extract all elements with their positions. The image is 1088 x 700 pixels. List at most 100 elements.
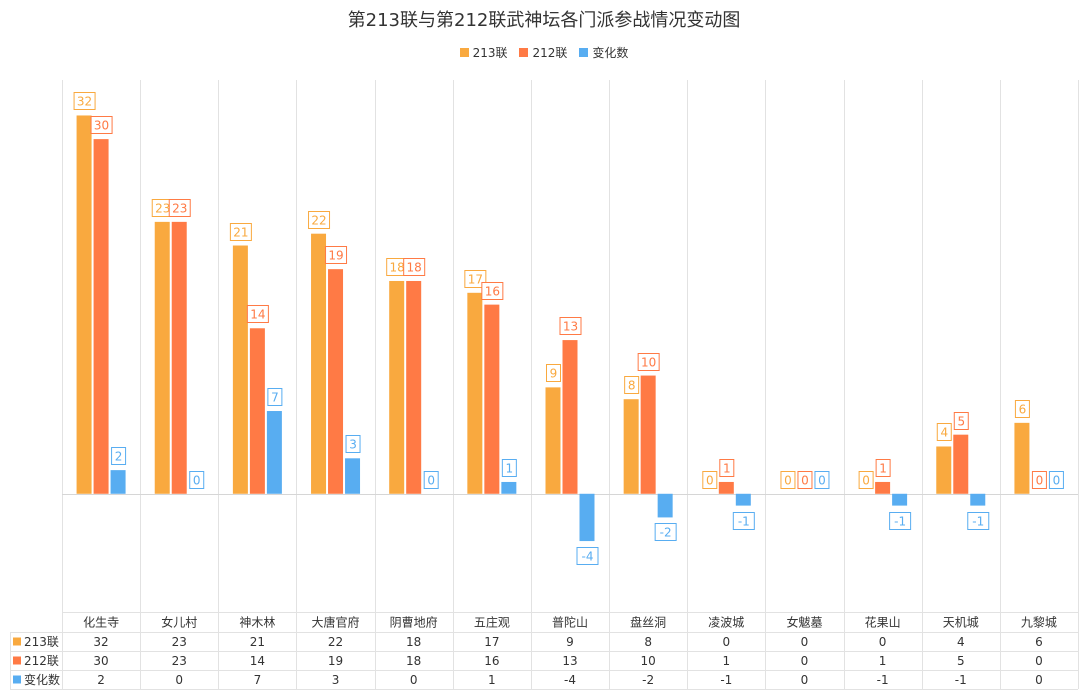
data-label-box — [1031, 471, 1047, 489]
legend-label: 213联 — [472, 46, 508, 60]
bar-s2-c5[interactable] — [501, 481, 517, 494]
data-label-text: 32 — [77, 95, 92, 109]
data-label-box — [889, 512, 912, 530]
data-label-box — [423, 471, 439, 489]
table-cell-s2-c2: 7 — [254, 673, 262, 687]
bar-s2-c8[interactable] — [735, 493, 751, 506]
data-label-box — [229, 223, 252, 241]
data-label-text: 0 — [1036, 474, 1044, 488]
bar-s0-c4[interactable] — [389, 280, 405, 494]
bar-s1-c2[interactable] — [249, 328, 265, 494]
data-label-s0-c11: 4 — [936, 423, 952, 441]
bar-s0-c6[interactable] — [545, 387, 561, 494]
data-label-s0-c3: 22 — [308, 211, 331, 229]
table-cell-s1-c5: 16 — [484, 654, 499, 668]
data-label-box — [325, 246, 348, 264]
category-label-12: 九黎城 — [1021, 616, 1057, 630]
bar-s0-c5[interactable] — [467, 292, 483, 494]
category-label-4: 阴曹地府 — [390, 615, 438, 630]
data-label-text: 18 — [407, 261, 422, 275]
data-label-text: 13 — [563, 320, 578, 334]
data-label-text: 4 — [940, 426, 948, 440]
table-cell-s0-c10: 0 — [879, 635, 887, 649]
table-cell-s1-c6: 13 — [562, 654, 577, 668]
legend-label: 变化数 — [592, 46, 629, 60]
data-label-text: 0 — [862, 474, 870, 488]
bar-s2-c7[interactable] — [657, 493, 673, 518]
category-label-8: 凌波城 — [708, 616, 744, 630]
data-label-s1-c5: 16 — [481, 282, 504, 300]
category-label-0: 化生寺 — [83, 616, 119, 630]
table-cell-s1-c12: 0 — [1035, 654, 1043, 668]
bar-s0-c11[interactable] — [936, 446, 952, 494]
data-label-s2-c10: -1 — [889, 512, 912, 530]
data-label-text: 6 — [1019, 403, 1027, 417]
data-label-text: -2 — [660, 526, 672, 540]
data-label-s0-c12: 6 — [1014, 400, 1030, 418]
bar-s1-c7[interactable] — [640, 375, 656, 494]
bar-s2-c6[interactable] — [579, 493, 595, 542]
table-cell-s1-c11: 5 — [957, 654, 965, 668]
table-cell-s1-c2: 14 — [250, 654, 265, 668]
data-label-s1-c11: 5 — [953, 412, 969, 430]
data-table: 化生寺 女儿村 神木林 大唐官府 阴曹地府 五庄观 普陀山 盘丝洞 凌波城 女魃墓 花果山 天机城 九黎… — [13, 615, 1057, 687]
bar-s1-c5[interactable] — [484, 304, 500, 494]
data-label-s2-c7: -2 — [654, 523, 677, 541]
bar-s1-c0[interactable] — [93, 139, 109, 494]
category-label-7: 盘丝洞 — [630, 615, 666, 630]
bar-s0-c2[interactable] — [232, 245, 248, 494]
bar-s1-c11[interactable] — [953, 434, 969, 494]
bar-s1-c3[interactable] — [328, 269, 344, 494]
bar-s1-c6[interactable] — [562, 340, 578, 494]
bar-s0-c1[interactable] — [154, 221, 170, 494]
bar-s0-c3[interactable] — [311, 233, 327, 494]
data-label-box — [576, 547, 599, 565]
data-label-text: 0 — [193, 474, 201, 488]
bar-s0-c7[interactable] — [623, 399, 639, 494]
bar-s2-c11[interactable] — [970, 493, 986, 506]
bar-s0-c12[interactable] — [1014, 422, 1030, 494]
data-label-s0-c7: 8 — [624, 376, 640, 394]
table-cell-s1-c9: 0 — [801, 654, 809, 668]
data-label-text: 19 — [328, 249, 343, 263]
table-cell-s2-c5: 1 — [488, 673, 496, 687]
data-label-s0-c10: 0 — [858, 471, 874, 489]
bar-s0-c0[interactable] — [76, 115, 92, 494]
table-cell-s2-c4: 0 — [410, 673, 418, 687]
table-cell-s2-c8: -1 — [720, 673, 732, 687]
legend-item-212[interactable]: 212联 — [519, 44, 567, 61]
data-label-text: 1 — [506, 462, 514, 476]
legend-item-213[interactable]: 213联 — [459, 44, 508, 61]
category-label-11: 天机城 — [943, 616, 979, 630]
table-cell-s1-c7: 10 — [641, 654, 656, 668]
bar-s2-c0[interactable] — [110, 470, 126, 494]
bar-s2-c10[interactable] — [892, 493, 908, 506]
data-label-text: 14 — [250, 308, 265, 322]
data-label-s2-c4: 0 — [423, 471, 439, 489]
table-row-swatch — [13, 656, 21, 665]
bar-s2-c2[interactable] — [266, 411, 282, 494]
table-row-header-2: 变化数 — [24, 672, 60, 687]
data-label-s2-c1: 0 — [189, 471, 205, 489]
data-label-s1-c3: 19 — [325, 246, 348, 264]
data-label-text: 16 — [485, 285, 500, 299]
data-label-text: 0 — [1053, 474, 1061, 488]
data-label-box — [464, 270, 487, 288]
legend-swatch — [519, 48, 529, 57]
bar-s1-c4[interactable] — [406, 280, 422, 494]
data-label-text: 17 — [468, 273, 483, 287]
table-cell-s2-c0: 2 — [97, 673, 105, 687]
table-cell-s2-c1: 0 — [175, 673, 183, 687]
legend-item-change[interactable]: 变化数 — [579, 44, 628, 61]
data-label-s1-c12: 0 — [1031, 471, 1047, 489]
data-label-box — [267, 388, 283, 406]
category-label-2: 神木林 — [239, 616, 275, 630]
bar-s1-c8[interactable] — [718, 481, 734, 494]
data-label-box — [1048, 471, 1064, 489]
bar-s2-c3[interactable] — [345, 458, 361, 494]
table-row-header-1: 212联 — [24, 654, 59, 668]
bar-s1-c10[interactable] — [875, 481, 891, 494]
data-label-box — [702, 471, 718, 489]
data-label-text: 0 — [427, 474, 435, 488]
bar-s1-c1[interactable] — [171, 221, 187, 494]
